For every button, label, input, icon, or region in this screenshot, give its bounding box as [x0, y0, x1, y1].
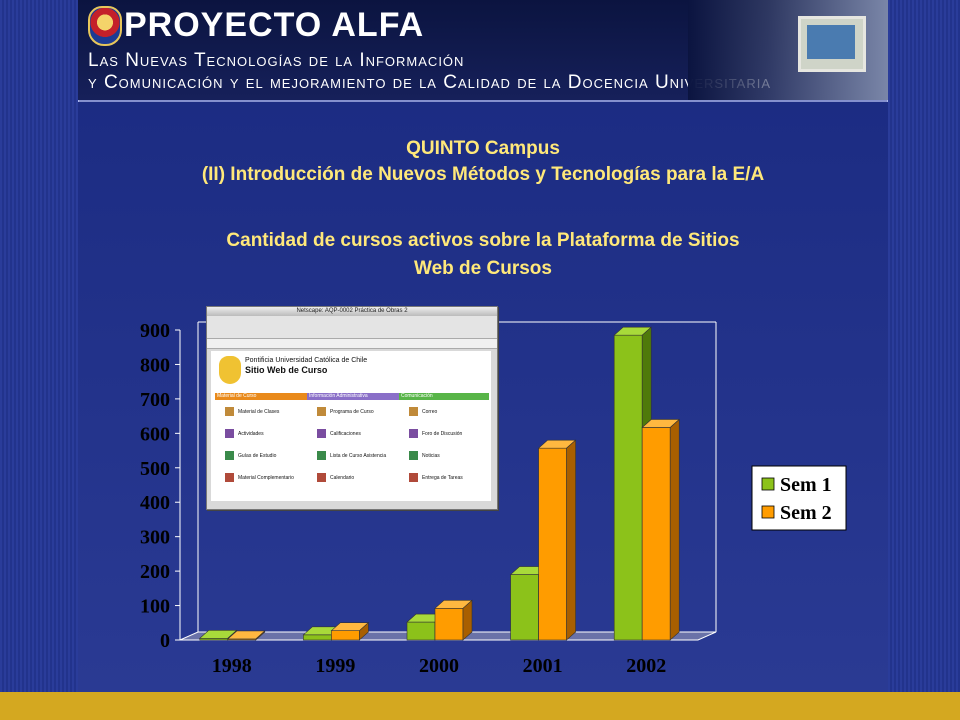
- inset-item-label: Guías de Estudio: [238, 453, 277, 459]
- slide-title-line2: (II) Introducción de Nuevos Métodos y Te…: [201, 164, 765, 185]
- header-banner: PROYECTO ALFA Las Nuevas Tecnologías de …: [78, 0, 888, 100]
- x-tick-label: 1999: [315, 655, 355, 677]
- y-tick-label: 500: [140, 458, 170, 480]
- y-tick-label: 300: [140, 527, 170, 549]
- bar-sem-2-2001: [537, 439, 577, 641]
- bar-sem-2-1998: [227, 630, 266, 641]
- legend-box: [751, 465, 847, 531]
- inset-item-label: Foro de Discusión: [422, 431, 463, 437]
- inset-item-label: Lista de Curso Asistencia: [330, 453, 387, 459]
- inset-window-title: Netscape: AQP-0002 Práctica de Obras 2: [207, 307, 497, 316]
- header-photo: [688, 0, 888, 100]
- inset-item-icon: [225, 407, 234, 416]
- inset-page: Pontificia Universidad Católica de Chile…: [211, 351, 491, 501]
- bar-front: [406, 621, 436, 641]
- y-tick-label: 600: [140, 423, 170, 445]
- university-crest-icon: [88, 6, 122, 46]
- legend-swatch: [761, 477, 775, 491]
- bar-front: [641, 427, 671, 641]
- inset-item-icon: [409, 407, 418, 416]
- right-side-bar: [887, 0, 960, 692]
- inset-toolbar: [207, 316, 497, 339]
- header-subtitle-line1: Las Nuevas Tecnologías de la Información: [88, 50, 465, 71]
- chart-title-line1: Cantidad de cursos activos sobre la Plat…: [226, 230, 740, 251]
- y-tick-label: 900: [140, 320, 170, 342]
- bar-front: [538, 447, 567, 641]
- bar-sem-2-2002: [641, 418, 680, 641]
- y-tick-label: 0: [160, 630, 170, 652]
- inset-section-1: Información Administrativa: [307, 393, 399, 400]
- header-subtitle-line2: y Comunicación y el mejoramiento de la C…: [88, 72, 772, 93]
- inset-page-heading-small: Pontificia Universidad Católica de Chile: [245, 357, 368, 364]
- inset-item-label: Noticias: [422, 453, 440, 459]
- brand-title: PROYECTO ALFA: [124, 6, 425, 44]
- inset-section-0: Material de Curso: [215, 393, 307, 400]
- inset-item-label: Entrega de Tareas: [422, 475, 463, 481]
- y-tick-label: 800: [140, 354, 170, 376]
- inset-item-label: Material Complementario: [238, 475, 294, 481]
- bar-side: [566, 439, 576, 641]
- legend-label: Sem 2: [780, 502, 832, 524]
- y-tick-label: 400: [140, 492, 170, 514]
- x-tick-label: 2001: [523, 655, 563, 677]
- y-tick-label: 200: [140, 561, 170, 583]
- inset-crest-icon: [219, 356, 241, 384]
- x-tick-label: 1998: [212, 655, 252, 677]
- chart-title-line2: Web de Cursos: [414, 258, 552, 279]
- inset-location-bar: [207, 339, 497, 349]
- bar-sem-2-1999: [330, 622, 370, 641]
- inset-item-icon: [225, 451, 234, 460]
- bar-front: [613, 334, 643, 641]
- legend-swatch: [761, 505, 775, 519]
- bar-side: [255, 630, 266, 641]
- bar-front: [303, 634, 332, 641]
- inset-item-icon: [317, 451, 326, 460]
- x-tick-label: 2002: [626, 655, 666, 677]
- y-tick-label: 100: [140, 596, 170, 618]
- inset-item-icon: [409, 473, 418, 482]
- header-divider: [78, 100, 888, 102]
- legend-label: Sem 1: [780, 474, 832, 496]
- computer-monitor-icon: [798, 16, 866, 72]
- inset-item-icon: [225, 473, 234, 482]
- y-tick-label: 700: [140, 389, 170, 411]
- inset-browser-screenshot: Netscape: AQP-0002 Práctica de Obras 2 P…: [206, 306, 498, 510]
- chart-legend: Sem 1 Sem 2: [751, 465, 847, 531]
- inset-item-icon: [225, 429, 234, 438]
- bottom-bar: [0, 692, 960, 720]
- bar-front: [434, 608, 464, 641]
- bar-sem-1-2002: [613, 326, 652, 641]
- inset-item-label: Actividades: [238, 431, 264, 437]
- inset-item-label: Material de Clases: [238, 409, 280, 415]
- inset-item-icon: [409, 429, 418, 438]
- inset-page-heading: Sitio Web de Curso: [245, 365, 328, 375]
- inset-item-icon: [317, 429, 326, 438]
- inset-item-label: Calificaciones: [330, 431, 361, 437]
- slide-title-line1: QUINTO Campus: [406, 138, 560, 159]
- bar-side: [359, 622, 369, 641]
- inset-item-icon: [317, 473, 326, 482]
- bar-front: [510, 574, 539, 641]
- inset-section-2: Comunicación: [399, 393, 489, 400]
- bar-side: [462, 599, 473, 641]
- inset-item-icon: [409, 451, 418, 460]
- x-tick-label: 2000: [419, 655, 459, 677]
- bar-front: [331, 630, 360, 641]
- bar-side: [669, 418, 680, 641]
- inset-item-label: Correo: [422, 409, 438, 415]
- inset-item-icon: [317, 407, 326, 416]
- inset-item-label: Programa de Curso: [330, 409, 374, 415]
- bar-sem-2-2000: [434, 599, 473, 641]
- inset-item-label: Calendario: [330, 475, 355, 481]
